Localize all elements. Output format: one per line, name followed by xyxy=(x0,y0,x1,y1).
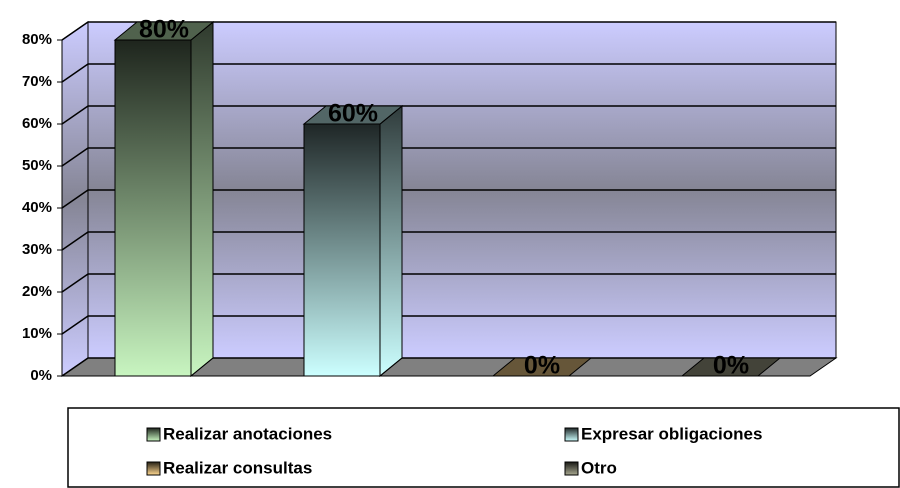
bar-side-shade xyxy=(190,20,214,378)
bar-top-shade xyxy=(304,106,402,124)
bar xyxy=(302,104,404,378)
bar xyxy=(680,357,782,377)
y-tick-label: 50% xyxy=(22,157,52,174)
bar-front-shade xyxy=(114,39,192,377)
bar-top-shade xyxy=(115,22,213,40)
y-tick-label: 70% xyxy=(22,73,52,90)
bar xyxy=(113,20,215,378)
grid-line xyxy=(61,147,836,167)
legend-swatch-shade xyxy=(565,428,578,441)
y-tick-label: 60% xyxy=(22,115,52,132)
y-tick-label: 80% xyxy=(22,31,52,48)
legend-label: Otro xyxy=(581,458,617,477)
y-tick-label: 40% xyxy=(22,199,52,216)
y-tick-label: 10% xyxy=(22,325,52,342)
bar-side-shade xyxy=(379,104,403,378)
grid-line xyxy=(61,231,836,251)
value-label: 0% xyxy=(713,352,749,380)
value-label: 80% xyxy=(139,16,189,44)
y-tick-label: 0% xyxy=(30,367,52,384)
value-label: 0% xyxy=(524,352,560,380)
bar xyxy=(491,357,593,377)
legend-label: Realizar anotaciones xyxy=(163,424,332,443)
grid-line xyxy=(61,21,836,41)
legend-swatch-shade xyxy=(147,462,160,475)
y-tick-label: 30% xyxy=(22,241,52,258)
bar-top-shade xyxy=(493,358,591,376)
legend-swatch-shade xyxy=(565,462,578,475)
legend-label: Expresar obligaciones xyxy=(581,424,762,443)
grid-line xyxy=(61,105,836,125)
bar-front-shade xyxy=(303,123,381,377)
legend-box xyxy=(67,407,900,488)
y-tick-label: 20% xyxy=(22,283,52,300)
legend-label: Realizar consultas xyxy=(163,458,312,477)
grid-line xyxy=(61,273,836,293)
bar-top-shade xyxy=(682,358,780,376)
grid-line xyxy=(61,189,836,209)
grid-line xyxy=(61,63,836,83)
legend-swatch-shade xyxy=(147,428,160,441)
grid-line xyxy=(61,315,836,335)
value-label: 60% xyxy=(328,100,378,128)
